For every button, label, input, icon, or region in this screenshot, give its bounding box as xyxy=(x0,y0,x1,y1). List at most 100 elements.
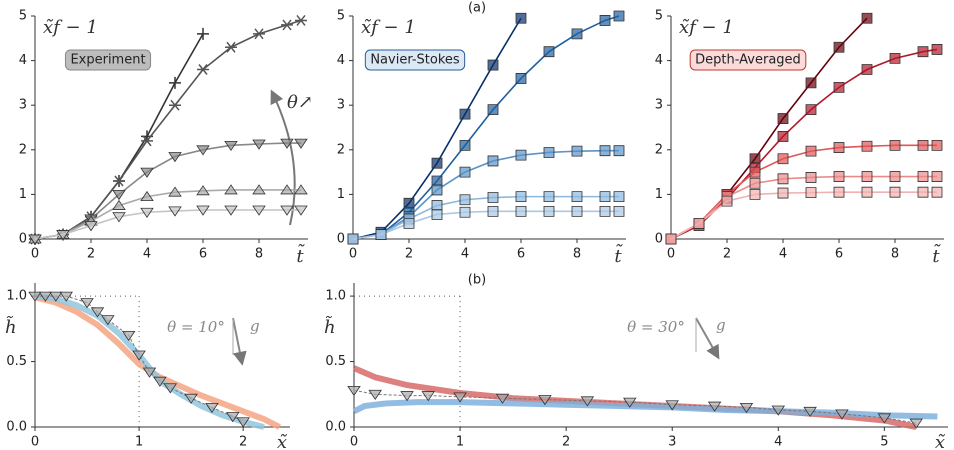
y-tick-label: 3 xyxy=(655,98,663,113)
y-tick-label: 1 xyxy=(655,187,663,202)
y-axis-label: x̃f − 1 xyxy=(43,17,98,38)
marker xyxy=(196,205,210,216)
marker xyxy=(515,149,527,161)
x-axis-label: t̃ xyxy=(932,244,941,267)
marker xyxy=(453,392,467,403)
marker xyxy=(28,291,42,302)
marker xyxy=(580,396,595,407)
marker xyxy=(431,184,443,196)
marker xyxy=(749,153,761,165)
label-box xyxy=(64,49,152,71)
y-tick-label: 0.5 xyxy=(6,354,27,369)
marker xyxy=(163,383,178,394)
gravity-arrow xyxy=(232,317,247,366)
marker xyxy=(80,298,94,309)
x-tick-label: 2 xyxy=(87,247,95,262)
panel-label: (b) xyxy=(468,273,486,288)
marker xyxy=(487,155,499,167)
y-tick-label: 1 xyxy=(337,187,345,202)
marker xyxy=(142,367,157,378)
marker xyxy=(805,77,817,89)
marker xyxy=(459,194,471,206)
marker xyxy=(140,207,154,218)
marker xyxy=(487,205,499,217)
y-tick-label: 4 xyxy=(337,53,345,68)
x-tick-label: 5 xyxy=(880,435,888,450)
marker xyxy=(431,175,443,187)
marker xyxy=(749,189,761,200)
marker xyxy=(205,402,219,414)
y-tick-label: 5 xyxy=(655,9,663,24)
marker xyxy=(571,191,583,203)
method-label: Depth-Averaged xyxy=(689,49,807,71)
marker xyxy=(225,41,237,53)
marker xyxy=(909,418,923,429)
marker xyxy=(141,135,153,147)
marker xyxy=(917,46,929,58)
marker xyxy=(931,171,943,182)
x-tick-label: 6 xyxy=(835,247,843,262)
marker xyxy=(197,64,209,75)
profile-line xyxy=(352,399,938,420)
panel-label: (a) xyxy=(468,1,486,16)
marker xyxy=(347,233,359,245)
series-line xyxy=(34,189,301,240)
marker xyxy=(280,138,294,149)
marker xyxy=(294,205,308,216)
marker xyxy=(665,400,679,411)
marker xyxy=(112,212,126,223)
x-tick-label: 8 xyxy=(573,247,581,262)
marker xyxy=(805,187,817,199)
marker xyxy=(877,413,892,424)
x-tick-label: 6 xyxy=(517,247,525,262)
x-tick-label: 1 xyxy=(135,435,143,450)
series-line xyxy=(34,209,301,240)
x-tick-label: 2 xyxy=(562,435,570,450)
x-tick-label: 4 xyxy=(779,247,787,262)
marker xyxy=(805,172,817,183)
profile-line xyxy=(35,295,244,423)
marker xyxy=(599,15,611,26)
series-line xyxy=(670,191,937,240)
marker xyxy=(153,376,167,387)
y-tick-label: 5 xyxy=(19,9,27,24)
marker xyxy=(495,393,510,404)
x-tick-label: 8 xyxy=(255,247,263,262)
marker xyxy=(168,206,182,217)
marker xyxy=(121,330,136,342)
marker xyxy=(613,191,625,203)
marker xyxy=(84,221,98,232)
label-text: Depth-Averaged xyxy=(695,53,801,68)
angle-label: θ = 30° xyxy=(627,318,685,336)
x-tick-label: 2 xyxy=(405,247,413,262)
marker xyxy=(421,391,435,402)
marker xyxy=(459,206,471,218)
marker xyxy=(515,205,527,217)
x-tick-label: 3 xyxy=(668,435,676,450)
marker xyxy=(613,145,625,157)
marker xyxy=(280,205,294,216)
marker xyxy=(571,28,583,40)
marker xyxy=(861,186,873,198)
marker xyxy=(403,197,415,209)
x-tick-label: 4 xyxy=(143,247,151,262)
y-tick-label: 3 xyxy=(337,98,345,113)
marker xyxy=(889,171,901,182)
marker xyxy=(294,138,308,149)
method-label: Navier-Stokes xyxy=(364,49,466,71)
marker xyxy=(623,397,637,408)
marker xyxy=(777,187,789,199)
series-line xyxy=(352,195,619,240)
marker xyxy=(197,27,209,40)
marker xyxy=(917,139,929,151)
x-tick-label: 0 xyxy=(349,247,357,262)
y-tick-label: 1.0 xyxy=(325,289,346,304)
marker xyxy=(196,185,210,196)
marker xyxy=(571,145,583,157)
marker xyxy=(459,139,471,151)
marker xyxy=(236,417,250,428)
marker xyxy=(112,199,126,210)
gravity-label: g xyxy=(716,316,726,334)
marker xyxy=(403,217,415,229)
x-tick-label: 4 xyxy=(461,247,469,262)
